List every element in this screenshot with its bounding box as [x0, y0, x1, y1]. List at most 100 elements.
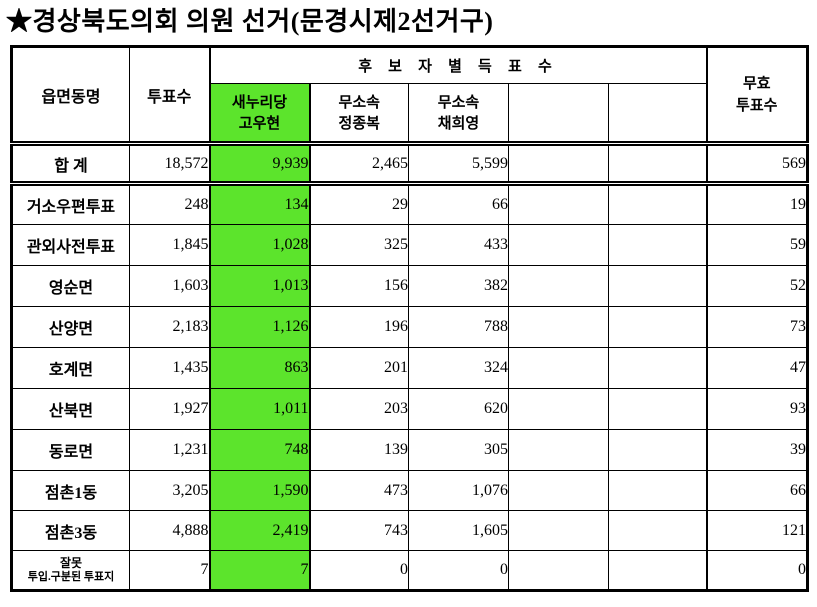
- cell-candidate-5: [608, 470, 707, 511]
- election-results-table: 읍면동명 투표수 후 보 자 별 득 표 수 무효 투표수 새누리당 고우현 무…: [10, 45, 809, 592]
- row-label: 점촌3동: [11, 510, 130, 551]
- cell-candidate-3: 305: [408, 429, 509, 471]
- cell-candidate-2: 743: [309, 510, 409, 551]
- cell-candidate-4: [508, 470, 609, 511]
- row-label: 관외사전투표: [11, 224, 130, 266]
- cell-candidate-4: [508, 265, 609, 307]
- cell-candidate-1: 1,590: [208, 470, 311, 511]
- row-label: 합 계: [11, 141, 130, 186]
- table-row: 호계면 1,435 863 201 324 47: [11, 347, 808, 389]
- cell-candidate-3: 0: [408, 550, 509, 591]
- cell-candidate-1: 1,126: [208, 306, 311, 348]
- cell-candidate-4: [508, 306, 609, 348]
- cell-total-votes: 1,845: [129, 224, 210, 266]
- cell-total-votes: 1,603: [129, 265, 210, 307]
- candidate-3-party: 무소속: [437, 93, 480, 111]
- cell-candidate-1: 748: [208, 429, 311, 471]
- cell-candidate-5: [608, 306, 707, 348]
- table-row: 점촌1동 3,205 1,590 473 1,076 66: [11, 470, 808, 511]
- cell-candidate-1: 134: [208, 183, 311, 225]
- cell-candidate-3: 324: [408, 347, 509, 389]
- cell-candidate-1: 7: [208, 550, 311, 591]
- cell-total-votes: 4,888: [129, 510, 210, 551]
- cell-candidate-4: [508, 510, 609, 551]
- cell-invalid-votes: 66: [705, 470, 808, 511]
- cell-candidate-4: [508, 141, 609, 186]
- cell-candidate-5: [608, 347, 707, 389]
- cell-candidate-3: 620: [408, 388, 509, 430]
- cell-candidate-4: [508, 347, 609, 389]
- table-row: 점촌3동 4,888 2,419 743 1,605 121: [11, 510, 808, 551]
- cell-total-votes: 1,435: [129, 347, 210, 389]
- cell-invalid-votes: 569: [705, 141, 808, 186]
- cell-candidate-2: 196: [309, 306, 409, 348]
- cell-candidate-4: [508, 388, 609, 430]
- cell-invalid-votes: 59: [705, 224, 808, 266]
- col-header-candidate-4: [508, 83, 609, 144]
- col-header-total-votes: 투표수: [129, 46, 210, 144]
- cell-total-votes: 248: [129, 183, 210, 225]
- row-label: 호계면: [11, 347, 130, 389]
- cell-candidate-3: 66: [408, 183, 509, 225]
- cell-candidate-5: [608, 429, 707, 471]
- table-row: 산양면 2,183 1,126 196 788 73: [11, 306, 808, 348]
- cell-candidate-5: [608, 224, 707, 266]
- row-label-line1: 잘못: [59, 556, 83, 570]
- cell-invalid-votes: 121: [705, 510, 808, 551]
- cell-total-votes: 2,183: [129, 306, 210, 348]
- cell-candidate-4: [508, 224, 609, 266]
- cell-candidate-1: 2,419: [208, 510, 311, 551]
- cell-invalid-votes: 0: [705, 550, 808, 591]
- row-label: 영순면: [11, 265, 130, 307]
- invalid-header-line2: 투표수: [736, 96, 778, 114]
- cell-candidate-2: 2,465: [309, 141, 409, 186]
- cell-total-votes: 3,205: [129, 470, 210, 511]
- col-header-candidate-5: [608, 83, 707, 144]
- candidate-2-party: 무소속: [338, 93, 380, 111]
- cell-candidate-3: 5,599: [408, 141, 509, 186]
- cell-total-votes: 1,231: [129, 429, 210, 471]
- table-row: 거소우편투표 248 134 29 66 19: [11, 183, 808, 225]
- cell-candidate-4: [508, 183, 609, 225]
- candidate-3-name: 채희영: [437, 114, 480, 132]
- cell-candidate-3: 1,076: [408, 470, 509, 511]
- cell-candidate-1: 1,028: [208, 224, 311, 266]
- cell-candidate-3: 382: [408, 265, 509, 307]
- table-row: 영순면 1,603 1,013 156 382 52: [11, 265, 808, 307]
- table-row-misplaced-ballots: 잘못 투입.구분된 투표지 7 7 0 0 0: [11, 550, 808, 591]
- row-label: 산북면: [11, 388, 130, 430]
- row-label: 점촌1동: [11, 470, 130, 511]
- candidate-1-name: 고우현: [238, 114, 281, 132]
- cell-invalid-votes: 19: [705, 183, 808, 225]
- col-header-candidate-2: 무소속 정종복: [309, 83, 409, 144]
- cell-candidate-2: 325: [309, 224, 409, 266]
- row-label-line2: 투입.구분된 투표지: [27, 571, 115, 583]
- cell-candidate-4: [508, 429, 609, 471]
- cell-total-votes: 18,572: [129, 141, 210, 186]
- header-row-group: 읍면동명 투표수 후 보 자 별 득 표 수 무효 투표수: [11, 46, 808, 144]
- cell-candidate-3: 788: [408, 306, 509, 348]
- cell-invalid-votes: 73: [705, 306, 808, 348]
- invalid-header-line1: 무효: [742, 74, 771, 92]
- cell-candidate-4: [508, 550, 609, 591]
- cell-total-votes: 1,927: [129, 388, 210, 430]
- cell-candidate-3: 433: [408, 224, 509, 266]
- cell-total-votes: 7: [129, 550, 210, 591]
- candidate-2-name: 정종복: [338, 114, 380, 132]
- candidate-1-party: 새누리당: [231, 93, 288, 111]
- cell-candidate-5: [608, 183, 707, 225]
- col-header-candidates-group: 후 보 자 별 득 표 수: [208, 46, 707, 84]
- cell-candidate-1: 1,011: [208, 388, 311, 430]
- cell-candidate-5: [608, 510, 707, 551]
- row-label: 잘못 투입.구분된 투표지: [11, 550, 130, 591]
- col-header-candidate-1: 새누리당 고우현: [208, 83, 311, 144]
- table-row: 동로면 1,231 748 139 305 39: [11, 429, 808, 471]
- header-row-candidates: 새누리당 고우현 무소속 정종복 무소속 채희영: [12, 83, 808, 144]
- cell-candidate-2: 156: [309, 265, 409, 307]
- cell-candidate-2: 139: [309, 429, 409, 471]
- cell-candidate-1: 863: [208, 347, 311, 389]
- cell-invalid-votes: 47: [705, 347, 808, 389]
- row-label: 산양면: [11, 306, 130, 348]
- table-row-total: 합 계 18,572 9,939 2,465 5,599 569: [11, 141, 808, 186]
